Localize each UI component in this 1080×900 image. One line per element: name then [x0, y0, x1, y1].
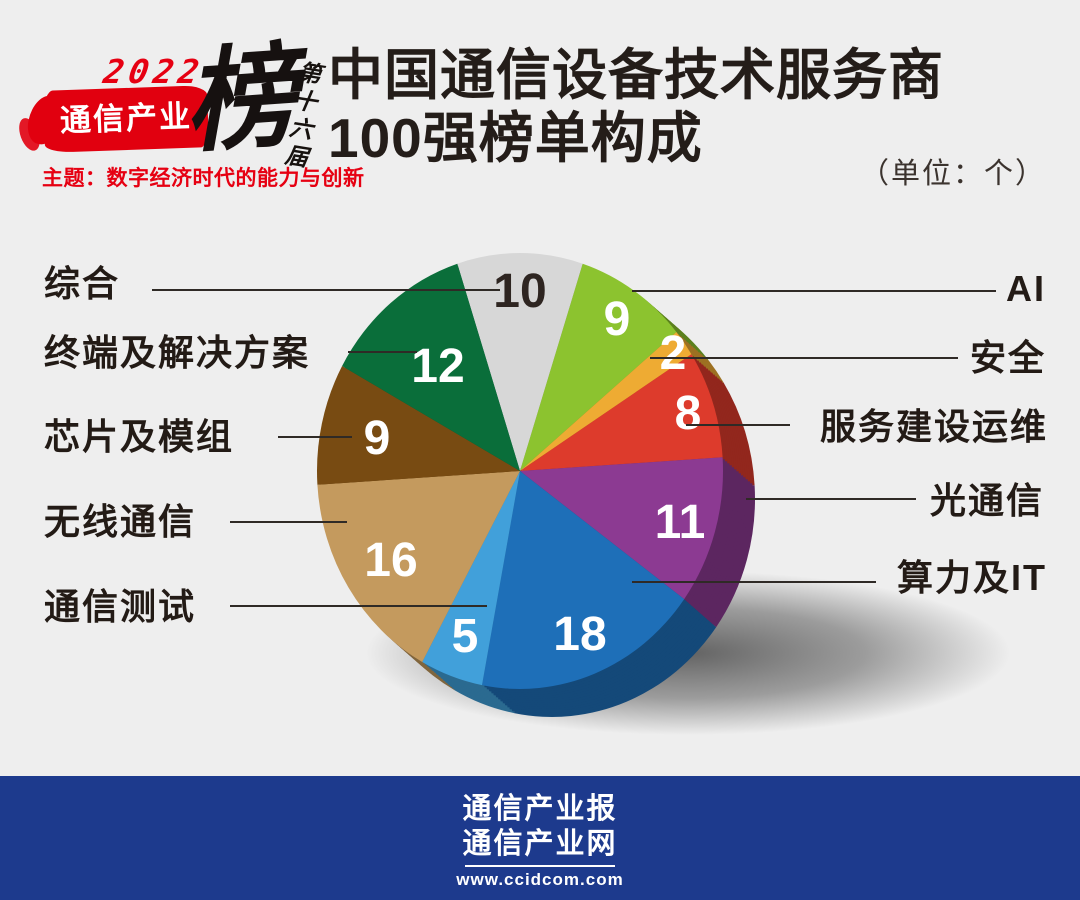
pie-value-comm-test: 5: [452, 610, 479, 663]
logo-theme-line: 主题：数字经济时代的能力与创新: [42, 167, 365, 190]
pie-value-service-build-ops: 8: [675, 387, 702, 440]
pie-value-computing-it: 18: [553, 608, 606, 661]
pie-slice-chip-module: [316, 366, 520, 485]
page-title-line2: 100强榜单构成: [328, 107, 703, 169]
pie-slice-service-build-ops: [520, 354, 723, 471]
event-logo: 2022 通信产业 榜 第十六届 主题：数字经济时代的能力与创新: [36, 30, 364, 200]
pie-value-optical-comm: 11: [655, 496, 706, 549]
pie-leader-lines: [152, 289, 996, 607]
logo-bang-character: 榜: [179, 30, 301, 169]
pie-value-comprehensive: 10: [493, 265, 546, 318]
pie-value-ai: 9: [604, 293, 631, 346]
footer-url: www.ccidcom.com: [456, 870, 624, 889]
footer-brand-line1: 通信产业报: [462, 793, 618, 825]
pie-slices: [316, 253, 723, 689]
footer-divider: [465, 865, 615, 867]
pie-value-security: 2: [660, 327, 687, 380]
pie-slice-computing-it: [482, 471, 685, 689]
footer-brand-line2: 通信产业网: [462, 828, 618, 860]
pie-value-terminal-solution: 12: [411, 340, 464, 393]
footer-bar: 通信产业报 通信产业网 www.ccidcom.com: [0, 776, 1080, 900]
pie-slice-ai: [520, 263, 677, 471]
pie-slice-comm-test: [422, 471, 520, 686]
pie-slice-wireless-comm: [317, 471, 520, 662]
page-title-line1: 中国通信设备技术服务商: [328, 44, 945, 106]
pie-slice-optical-comm: [520, 457, 723, 600]
pie-value-chip-module: 9: [364, 412, 391, 465]
pie-slice-comprehensive: [457, 253, 583, 471]
unit-note: （单位：个）: [860, 158, 1047, 190]
pie-slice-terminal-solution: [342, 263, 520, 471]
pie-slice-security: [520, 332, 692, 471]
pie-value-wireless-comm: 16: [364, 534, 417, 587]
page-title: 中国通信设备技术服务商 100强榜单构成: [328, 44, 944, 170]
